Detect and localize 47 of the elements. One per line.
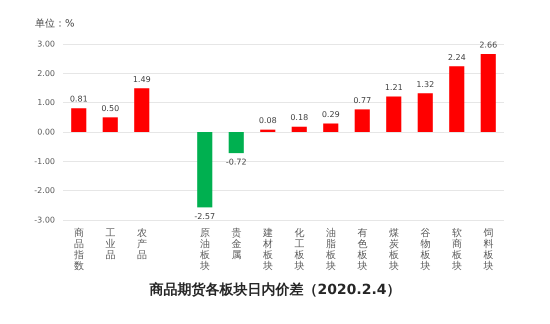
data-label: 2.24 [448, 52, 466, 62]
x-tick-label: 贵金属 [231, 227, 242, 261]
data-label: 0.50 [101, 104, 120, 113]
bar [197, 132, 212, 208]
x-tick-label: 化工板块 [293, 227, 304, 272]
bar [228, 132, 244, 154]
bar [292, 126, 307, 132]
data-label: -0.72 [226, 158, 247, 167]
data-label: 1.49 [132, 74, 151, 84]
data-label: 1.32 [416, 80, 434, 89]
x-tick-label: 软商板块 [450, 227, 462, 272]
data-label: -2.57 [194, 212, 216, 221]
data-label: 0.77 [353, 96, 372, 105]
data-label: 0.18 [290, 113, 308, 122]
x-tick-label: 饲料板块 [482, 228, 494, 272]
y-tick-label: -1.00 [34, 156, 55, 166]
bar [323, 123, 338, 132]
y-tick-label: 3.00 [37, 40, 55, 48]
y-tick-label: -3.00 [34, 216, 55, 224]
x-tick-label: 工业品 [105, 228, 116, 261]
x-tick-label: 农产品 [136, 228, 147, 261]
y-tick-label: -2.00 [34, 186, 55, 196]
data-label: 0.81 [70, 94, 88, 104]
data-label: 0.29 [322, 110, 340, 119]
bar [386, 96, 402, 132]
data-label: 2.66 [479, 40, 498, 50]
bar [480, 54, 496, 132]
x-tick-label: 建材板块 [262, 227, 273, 272]
y-tick-label: 1.00 [37, 98, 55, 108]
text: 商品期货各板块日内价差（2020.2.4） [148, 281, 401, 298]
data-label: 1.21 [384, 83, 403, 92]
bar [449, 66, 464, 132]
y-tick-label: 2.00 [37, 68, 55, 78]
bar [418, 93, 433, 132]
bar [71, 108, 86, 132]
x-tick-label: 原油板块 [198, 228, 210, 272]
y-tick-label: 0.00 [37, 128, 55, 136]
bar [134, 88, 150, 132]
x-tick-label: 煤炭板块 [388, 227, 399, 272]
y-axis-title: 单位：% [35, 18, 75, 30]
x-tick-label: 有色板块 [356, 227, 368, 272]
data-label: 0.08 [258, 116, 277, 126]
x-tick-label: 油脂板块 [324, 227, 336, 272]
bar [102, 117, 118, 132]
bar [354, 109, 370, 132]
x-tick-label: 商品指数 [72, 227, 84, 272]
x-tick-label: 谷物板块 [419, 227, 430, 272]
